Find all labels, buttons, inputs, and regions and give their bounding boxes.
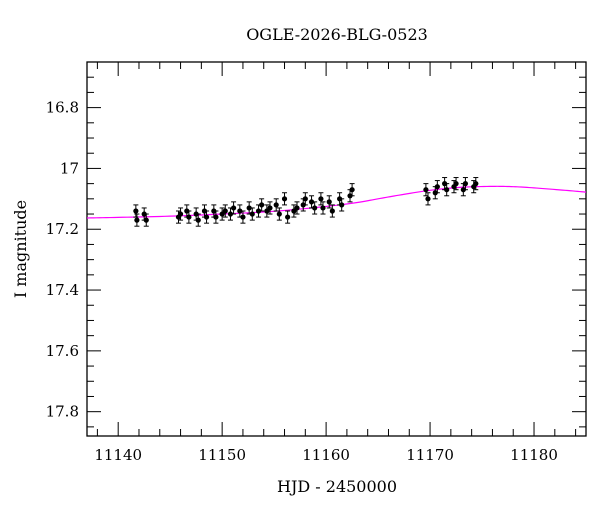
point-marker: [195, 217, 201, 223]
data-point: [203, 210, 210, 224]
point-marker: [227, 211, 234, 217]
y-tick-label: 17.6: [46, 342, 79, 360]
point-marker: [473, 181, 479, 187]
x-tick-label: 11160: [302, 446, 350, 464]
data-point: [326, 195, 332, 209]
point-marker: [462, 181, 469, 187]
point-marker: [329, 208, 335, 214]
point-marker: [143, 217, 149, 223]
data-point: [294, 201, 300, 215]
point-marker: [186, 214, 192, 220]
point-marker: [302, 196, 308, 202]
point-marker: [133, 208, 139, 214]
point-marker: [273, 202, 279, 208]
data-point: [434, 180, 440, 194]
data-point: [264, 204, 270, 218]
y-axis-label: I magnitude: [11, 200, 30, 298]
point-marker: [423, 187, 429, 193]
point-marker: [249, 211, 255, 217]
data-point: [267, 201, 273, 215]
x-tick-label: 11180: [510, 446, 558, 464]
point-marker: [312, 205, 318, 211]
data-point: [308, 195, 315, 209]
y-tick-labels: 16.8 17 17.2 17.4 17.6 17.8: [46, 99, 79, 421]
x-tick-labels: 11140 11150 11160 11170 11180: [94, 446, 558, 464]
data-point: [444, 183, 450, 197]
x-tick-label: 11150: [198, 446, 246, 464]
data-point: [227, 207, 234, 221]
data-point: [222, 204, 228, 218]
chart-title: OGLE-2026-BLG-0523: [246, 25, 428, 44]
point-marker: [326, 199, 332, 205]
data-point: [329, 204, 335, 218]
data-point: [133, 204, 139, 218]
point-marker: [294, 205, 300, 211]
data-point: [195, 213, 201, 227]
data-point: [462, 177, 469, 191]
data-point: [134, 213, 140, 227]
data-point: [249, 207, 255, 221]
data-points: [133, 177, 479, 227]
point-marker: [276, 211, 282, 217]
data-point: [339, 198, 345, 212]
minor-ticks: [87, 61, 586, 436]
x-tick-label: 11140: [94, 446, 142, 464]
x-axis-label: HJD - 2450000: [277, 477, 397, 496]
data-point: [320, 201, 326, 215]
point-marker: [259, 202, 265, 208]
point-marker: [222, 208, 228, 214]
point-marker: [213, 214, 219, 220]
y-tick-label: 17: [60, 159, 79, 177]
x-tick-label: 11170: [406, 446, 454, 464]
model-curve: [86, 185, 587, 219]
point-marker: [177, 211, 184, 217]
data-point: [177, 207, 184, 221]
point-marker: [444, 187, 450, 193]
point-marker: [203, 214, 210, 220]
point-marker: [267, 205, 273, 211]
point-marker: [308, 199, 315, 205]
point-marker: [285, 214, 291, 220]
point-marker: [237, 208, 243, 214]
point-marker: [255, 208, 262, 214]
data-point: [240, 210, 246, 224]
data-point: [318, 192, 324, 206]
data-point: [230, 201, 237, 215]
data-point: [312, 201, 318, 215]
point-marker: [453, 181, 459, 187]
point-marker: [320, 205, 326, 211]
data-point: [473, 177, 479, 191]
data-point: [276, 207, 282, 221]
point-marker: [134, 217, 140, 223]
data-point: [349, 183, 355, 197]
point-marker: [349, 187, 355, 193]
data-point: [281, 192, 288, 206]
point-marker: [339, 202, 345, 208]
data-point: [453, 177, 459, 191]
data-point: [259, 198, 265, 212]
y-tick-label: 16.8: [46, 99, 79, 117]
data-point: [143, 213, 149, 227]
data-point: [273, 198, 279, 212]
major-ticks: [87, 62, 586, 436]
y-tick-label: 17.4: [46, 281, 79, 299]
data-point: [423, 183, 429, 197]
point-marker: [281, 196, 288, 202]
data-point: [302, 192, 308, 206]
y-tick-label: 17.2: [46, 220, 79, 238]
y-tick-label: 17.8: [46, 403, 79, 421]
data-point: [285, 210, 291, 224]
point-marker: [318, 196, 324, 202]
point-marker: [425, 196, 431, 202]
data-point: [237, 204, 243, 218]
point-marker: [240, 214, 246, 220]
point-marker: [434, 184, 440, 190]
plot-frame: [86, 61, 587, 437]
point-marker: [230, 205, 237, 211]
data-point: [213, 210, 219, 224]
data-point: [186, 210, 192, 224]
data-point: [425, 192, 431, 206]
point-marker: [246, 205, 252, 211]
